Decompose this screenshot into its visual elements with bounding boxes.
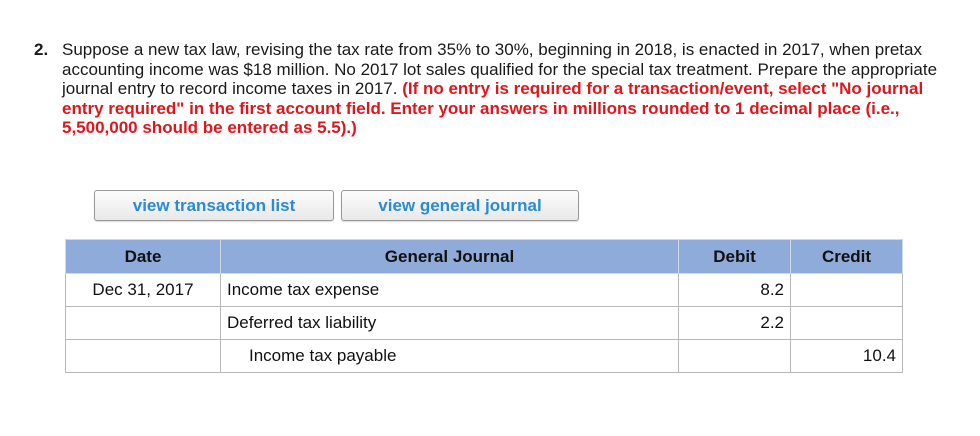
journal-row: Dec 31, 2017 Income tax expense 8.2 [65, 273, 903, 307]
journal-row: Deferred tax liability 2.2 [65, 306, 903, 340]
account-cell[interactable]: Deferred tax liability [220, 306, 679, 340]
debit-cell[interactable]: 8.2 [678, 273, 791, 307]
debit-cell[interactable] [678, 339, 791, 373]
view-transaction-list-button[interactable]: view transaction list [94, 190, 334, 221]
date-cell[interactable] [65, 306, 221, 340]
question-number: 2. [34, 40, 49, 59]
journal-row: Income tax payable 10.4 [65, 339, 903, 373]
journal-table: Date General Journal Debit Credit Dec 31… [65, 239, 903, 373]
question-body: Suppose a new tax law, revising the tax … [62, 40, 938, 98]
debit-column-header: Debit [678, 239, 791, 274]
view-transaction-list-label: view transaction list [132, 195, 296, 215]
question-instructions: (If no entry is required for a transacti… [62, 79, 924, 137]
credit-column-header: Credit [790, 239, 903, 274]
credit-cell[interactable] [790, 273, 903, 307]
account-column-header: General Journal [220, 239, 679, 274]
date-cell[interactable]: Dec 31, 2017 [65, 273, 221, 307]
debit-cell[interactable]: 2.2 [678, 306, 791, 340]
view-general-journal-label: view general journal [378, 195, 542, 215]
view-general-journal-button[interactable]: view general journal [341, 190, 579, 221]
account-cell[interactable]: Income tax payable [220, 339, 679, 373]
date-cell[interactable] [65, 339, 221, 373]
credit-cell[interactable]: 10.4 [790, 339, 903, 373]
account-cell[interactable]: Income tax expense [220, 273, 679, 307]
date-column-header: Date [65, 239, 221, 274]
journal-header-row: Date General Journal Debit Credit [65, 239, 903, 274]
question-text: 2. Suppose a new tax law, revising the t… [34, 40, 969, 138]
credit-cell[interactable] [790, 306, 903, 340]
